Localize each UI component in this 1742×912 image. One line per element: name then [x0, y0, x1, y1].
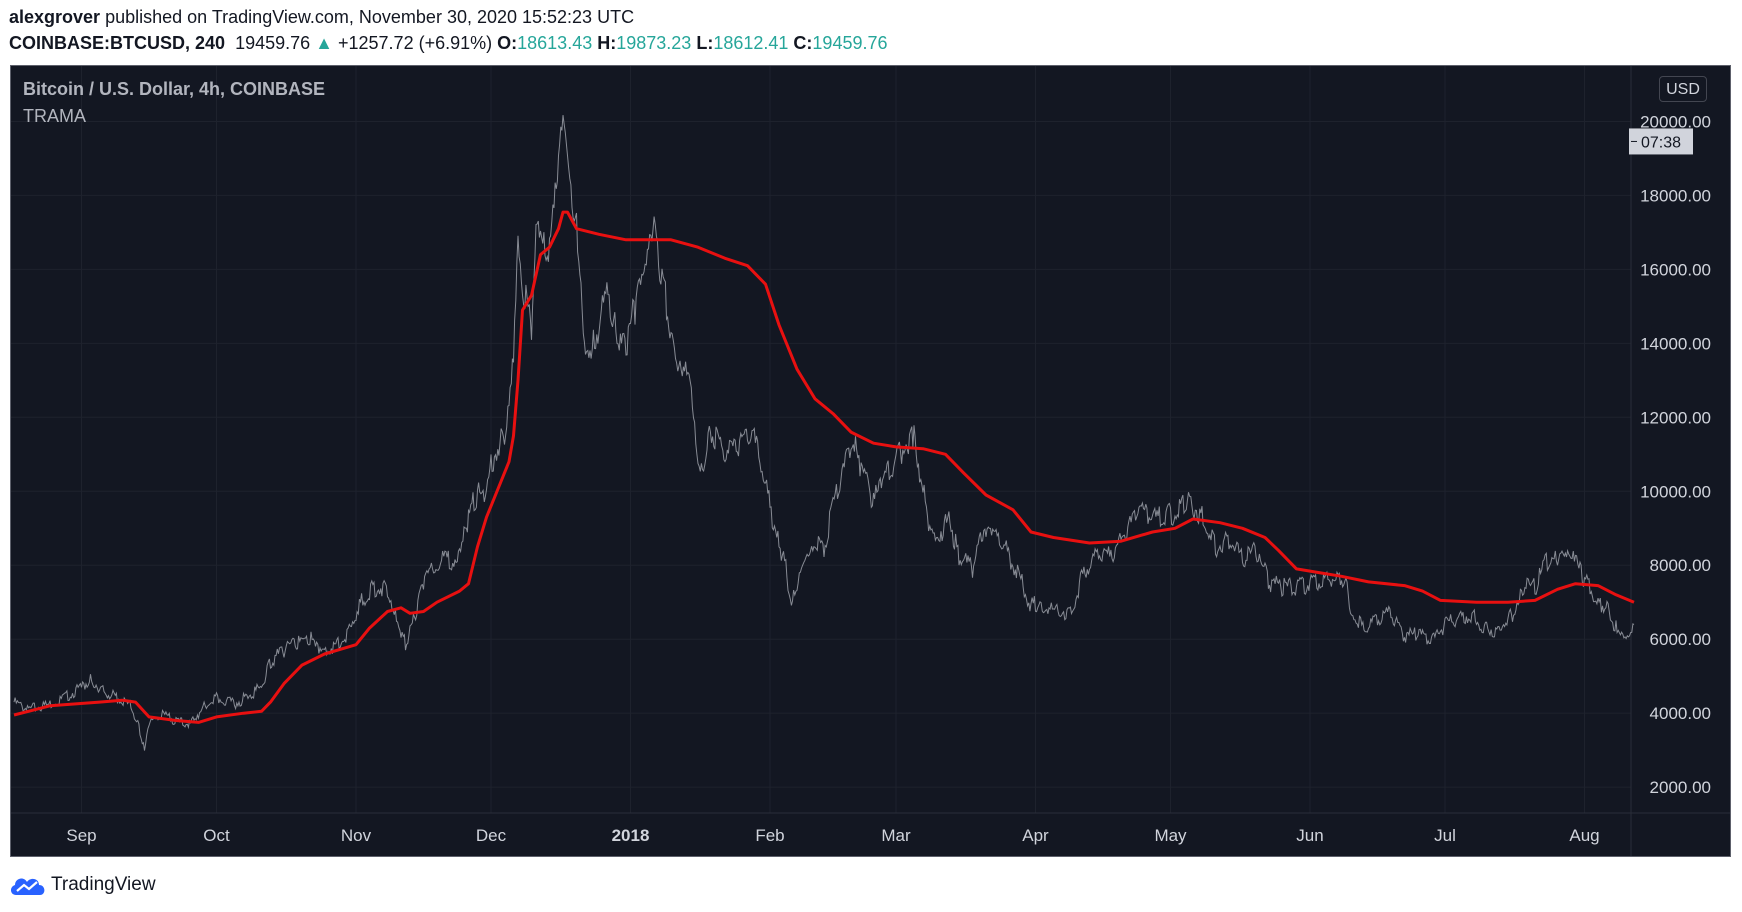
countdown-label: 07:38 — [1641, 134, 1681, 151]
y-tick-label: 4000.00 — [1650, 704, 1711, 723]
countdown-badge — [1629, 128, 1693, 155]
symbol-line: COINBASE:BTCUSD, 240 19459.76 ▲ +1257.72… — [9, 33, 888, 54]
up-arrow-icon: ▲ — [315, 33, 333, 53]
x-tick-label: Aug — [1569, 826, 1599, 845]
open-label: O: — [497, 33, 518, 53]
y-tick-label: 16000.00 — [1640, 260, 1711, 279]
symbol-name: COINBASE:BTCUSD, 240 — [9, 33, 226, 53]
x-tick-label: 2018 — [612, 826, 650, 845]
y-tick-label: 6000.00 — [1650, 630, 1711, 649]
x-tick-label: Dec — [476, 826, 507, 845]
cloud-logo-icon — [10, 878, 45, 895]
chart-legend-title: Bitcoin / U.S. Dollar, 4h, COINBASE — [23, 79, 326, 99]
x-tick-label: Jun — [1296, 826, 1323, 845]
footer: TradingView — [0, 860, 1742, 912]
price-chart[interactable]: 2000.00 4000.00 6000.00 8000.00 10000.00 1200… — [11, 66, 1730, 856]
author-name[interactable]: alexgrover — [9, 7, 101, 27]
x-tick-label: Feb — [755, 826, 784, 845]
publish-line: alexgrover published on TradingView.com,… — [9, 7, 634, 28]
x-tick-label: May — [1154, 826, 1187, 845]
close-label: C: — [793, 33, 813, 53]
last-price: 19459.76 — [235, 33, 311, 53]
y-tick-label: 8000.00 — [1650, 556, 1711, 575]
low-label: L: — [696, 33, 714, 53]
open-value: 18613.43 — [517, 33, 593, 53]
tradingview-brand: TradingView — [51, 874, 156, 895]
price-series-line — [13, 115, 1635, 751]
x-tick-label: Sep — [66, 826, 96, 845]
y-tick-label: 20000.00 — [1640, 112, 1711, 131]
trama-series-line — [13, 210, 1635, 724]
price-change: +1257.72 (+6.91%) — [338, 33, 493, 53]
published-text: published on TradingView.com, November 3… — [105, 7, 635, 27]
x-tick-label: Mar — [881, 826, 911, 845]
publish-header: alexgrover published on TradingView.com,… — [0, 0, 1742, 62]
indicator-legend[interactable]: TRAMA — [23, 106, 86, 126]
close-value: 19459.76 — [812, 33, 888, 53]
tradingview-logo[interactable]: TradingView — [9, 873, 156, 897]
x-tick-label: Jul — [1434, 826, 1456, 845]
currency-button[interactable]: USD — [1659, 76, 1707, 102]
low-value: 18612.41 — [713, 33, 789, 53]
x-tick-label: Nov — [341, 826, 372, 845]
y-tick-label: 18000.00 — [1640, 186, 1711, 205]
y-tick-label: 2000.00 — [1650, 778, 1711, 797]
x-tick-label: Apr — [1022, 826, 1049, 845]
y-tick-label: 14000.00 — [1640, 334, 1711, 353]
high-value: 19873.23 — [616, 33, 692, 53]
y-tick-label: 10000.00 — [1640, 482, 1711, 501]
x-tick-label: Oct — [203, 826, 230, 845]
chart-panel[interactable]: 2000.00 4000.00 6000.00 8000.00 10000.00 1200… — [10, 65, 1731, 857]
high-label: H: — [597, 33, 617, 53]
y-tick-label: 12000.00 — [1640, 408, 1711, 427]
